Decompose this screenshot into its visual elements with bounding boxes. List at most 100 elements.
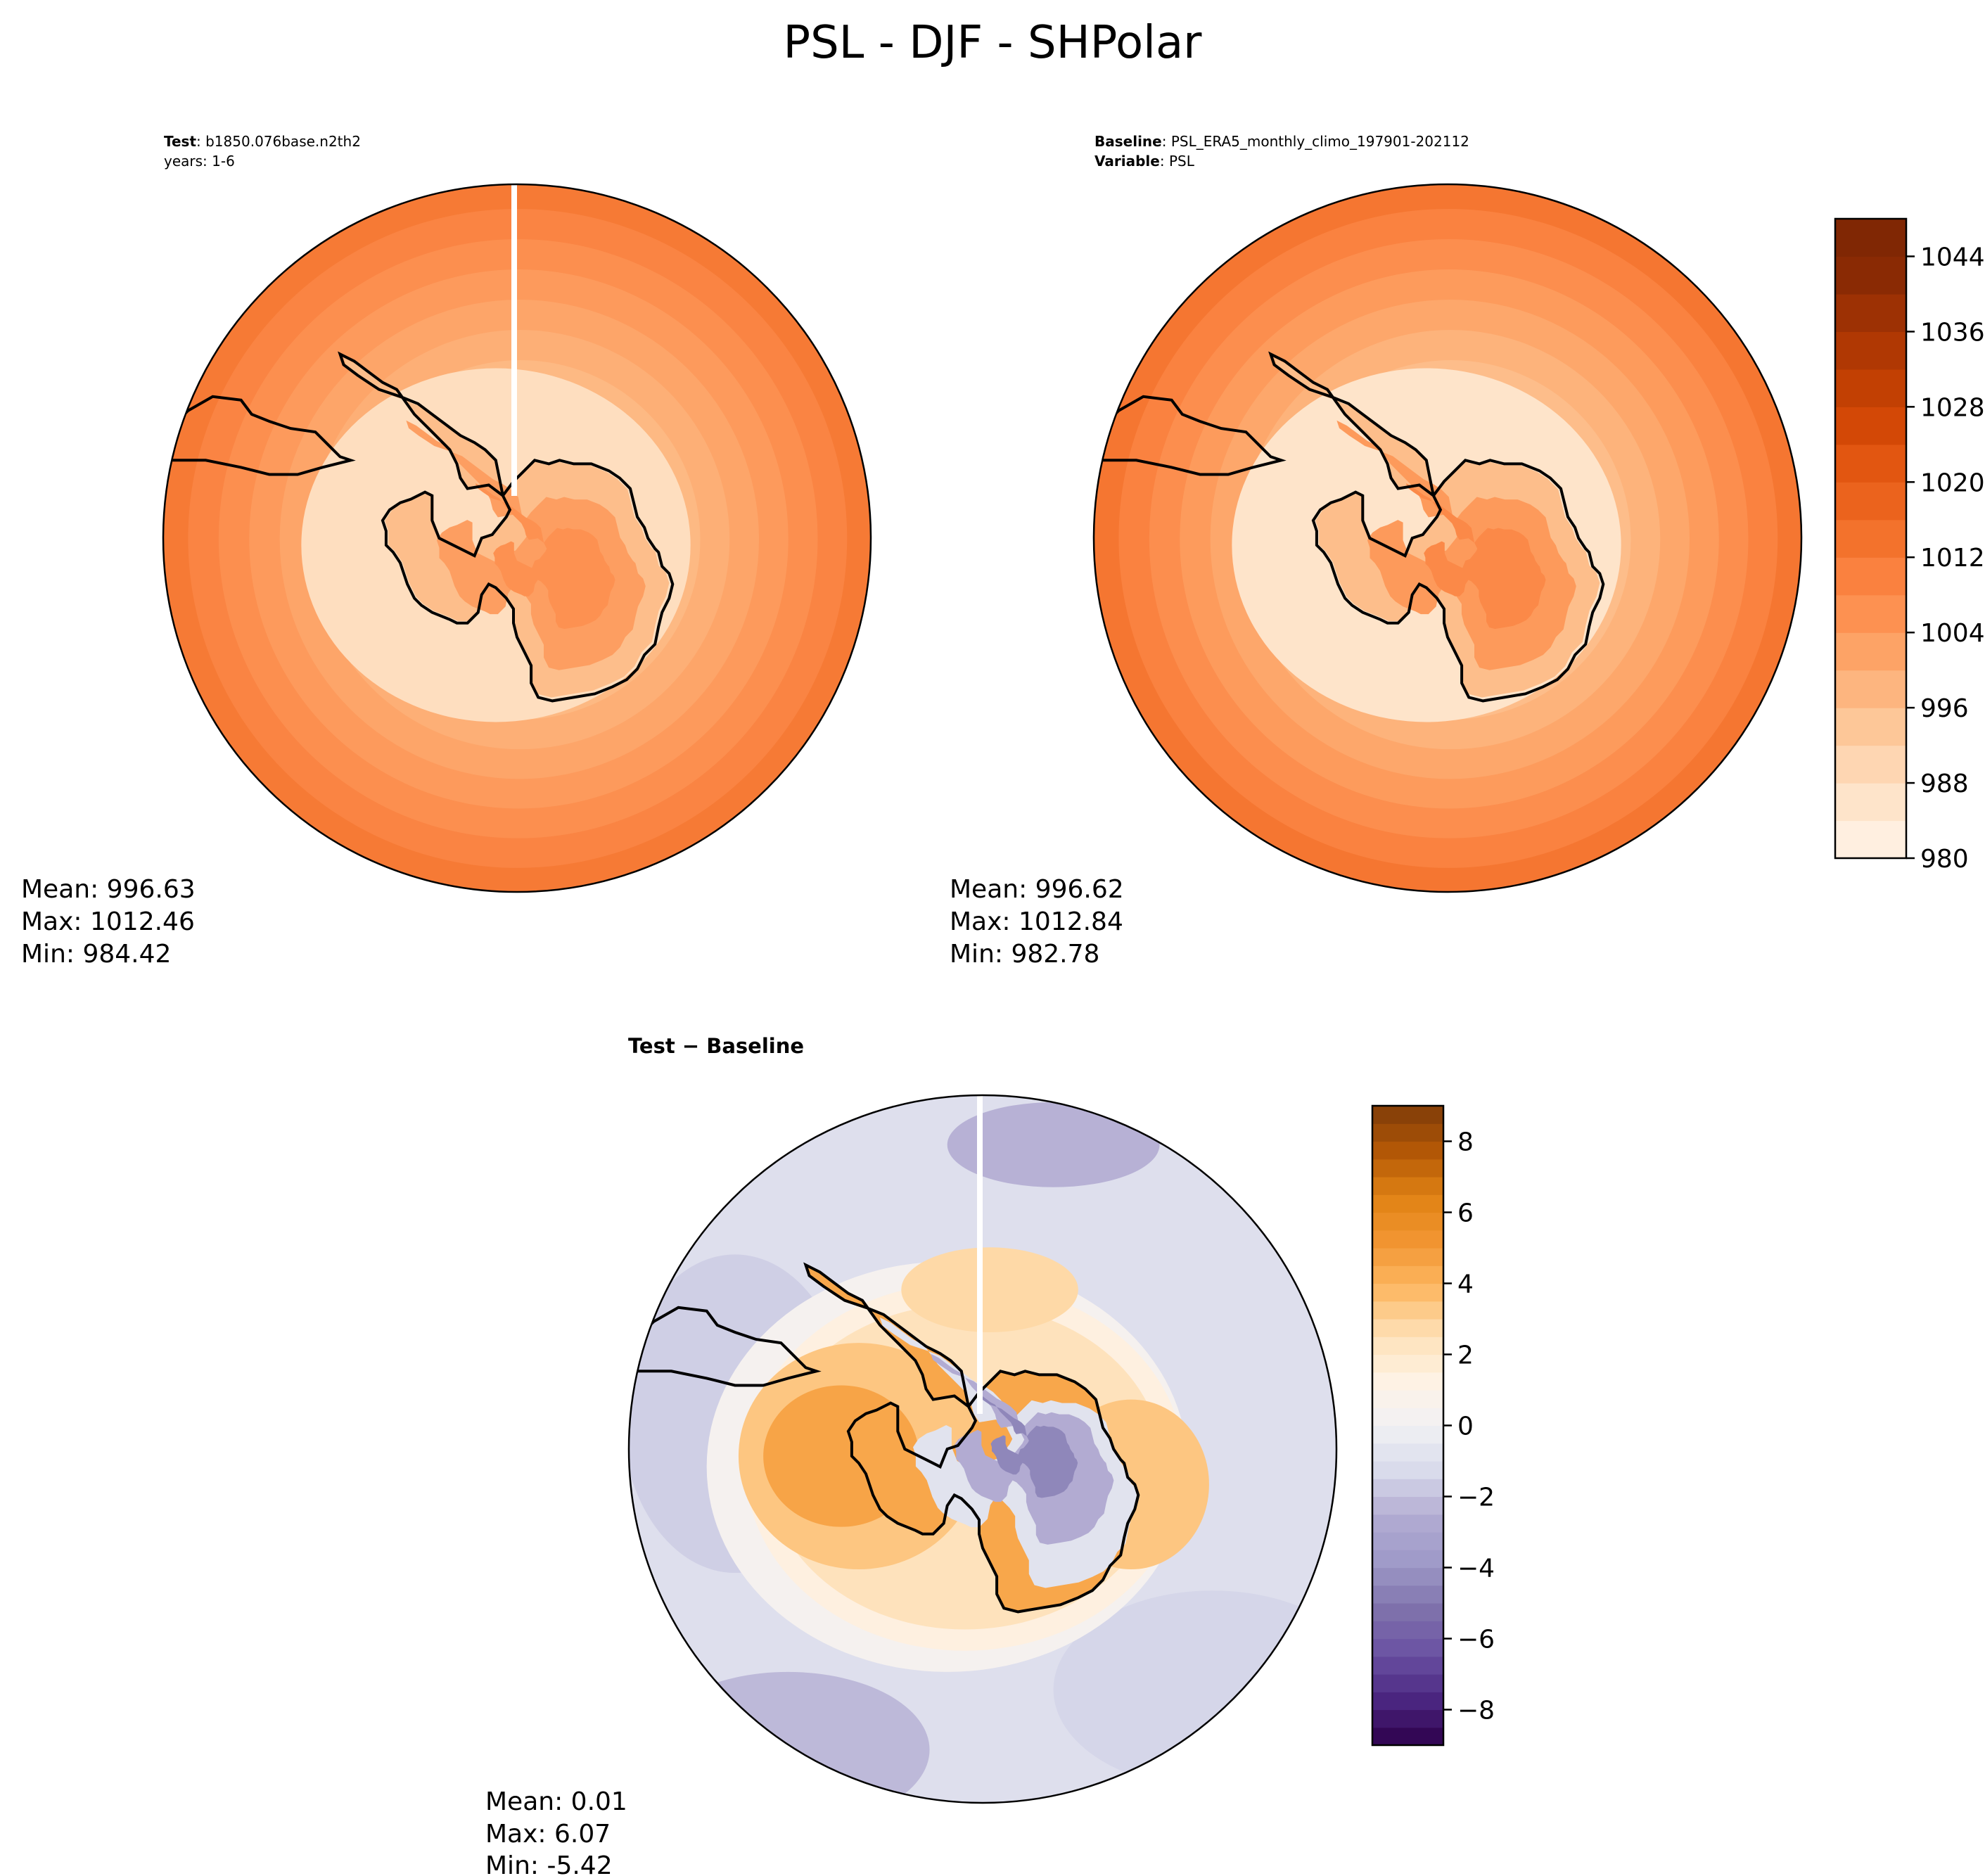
colorbar-segment: [1372, 1159, 1443, 1178]
baseline-south-america-coast: [1094, 395, 1287, 476]
colorbar-tick-label: 4: [1457, 1270, 1474, 1299]
colorbar-tick-label: 2: [1457, 1341, 1474, 1370]
difference-colorbar: −8 −6 −4 −2 0 2 4 6 8: [1371, 1104, 1495, 1747]
difference-colorbar-segments: [1372, 1106, 1443, 1746]
anomaly-blob: [947, 1102, 1160, 1187]
colorbar-segment: [1835, 369, 1906, 407]
colorbar-segment: [1372, 1567, 1443, 1586]
anomaly-blob: [646, 1671, 930, 1803]
difference-map-boundary: [627, 1094, 1338, 1804]
colorbar-segment: [1372, 1443, 1443, 1462]
test-header-line1: Test: b1850.076base.n2th2: [164, 133, 361, 150]
colorbar-segment: [1372, 1248, 1443, 1266]
test-south-america-coast: [163, 395, 356, 476]
colorbar-tick-label: 1036: [1920, 318, 1985, 347]
colorbar-tick-label: −4: [1457, 1555, 1495, 1583]
colorbar-tick-label: 1044: [1920, 243, 1985, 272]
colorbar-segment: [1835, 783, 1906, 822]
colorbar-segment: [1372, 1674, 1443, 1692]
colorbar-segment: [1372, 1496, 1443, 1515]
test-header-line2: years: 1-6: [164, 153, 235, 170]
colorbar-segment: [1372, 1479, 1443, 1498]
colorbar-segment: [1372, 1621, 1443, 1640]
colorbar-tick-label: 6: [1457, 1199, 1474, 1228]
colorbar-segment: [1835, 708, 1906, 746]
test-header-value: : b1850.076base.n2th2: [196, 133, 361, 150]
colorbar-segment: [1835, 670, 1906, 708]
colorbar-tick-label: 988: [1920, 770, 1969, 798]
colorbar-tick-label: 8: [1457, 1128, 1474, 1157]
difference-seam: [977, 1095, 983, 1414]
difference-map: [629, 1095, 1336, 1803]
difference-colorbar-ticks: −8 −6 −4 −2 0 2 4 6 8: [1443, 1128, 1495, 1725]
difference-stat-mean: Mean: 0.01: [485, 1787, 627, 1816]
colorbar-segment: [1835, 632, 1906, 671]
colorbar-segment: [1372, 1283, 1443, 1302]
baseline-coastline: [1268, 351, 1605, 703]
baseline-stat-min: Min: 982.78: [950, 940, 1099, 969]
baseline-stat-mean: Mean: 996.62: [950, 875, 1124, 904]
colorbar-segment: [1372, 1692, 1443, 1711]
figure-title: PSL - DJF - SHPolar: [784, 17, 1203, 69]
baseline-colorbar-segments: [1835, 219, 1906, 859]
baseline-variable-value: : PSL: [1160, 153, 1195, 170]
colorbar-segment: [1835, 407, 1906, 445]
colorbar-tick-label: −2: [1457, 1483, 1495, 1512]
colorbar-segment: [1372, 1319, 1443, 1337]
difference-stat-max: Max: 6.07: [485, 1820, 611, 1849]
colorbar-tick-label: 980: [1920, 845, 1969, 874]
colorbar-tick-label: 1004: [1920, 619, 1985, 648]
test-continent-fill: [343, 357, 670, 698]
colorbar-segment: [1372, 1408, 1443, 1427]
test-header-label: Test: [164, 133, 196, 150]
test-coastline: [338, 351, 675, 703]
colorbar-segment: [1835, 482, 1906, 521]
colorbar-segment: [1372, 1372, 1443, 1391]
difference-continent-fill: [805, 1265, 1140, 1612]
colorbar-segment: [1372, 1177, 1443, 1195]
colorbar-segment: [1372, 1532, 1443, 1550]
colorbar-tick-label: 1020: [1920, 468, 1985, 497]
colorbar-segment: [1372, 1585, 1443, 1604]
colorbar-segment: [1835, 219, 1906, 257]
panel-test: Test: b1850.076base.n2th2 years: 1-6 Mea…: [21, 133, 872, 969]
anomaly-blob: [901, 1247, 1078, 1333]
colorbar-tick-label: 1028: [1920, 393, 1985, 422]
colorbar-tick-label: −6: [1457, 1626, 1495, 1654]
colorbar-segment: [1835, 293, 1906, 333]
colorbar-segment: [1372, 1230, 1443, 1249]
colorbar-segment: [1372, 1212, 1443, 1231]
colorbar-segment: [1835, 519, 1906, 558]
colorbar-segment: [1372, 1638, 1443, 1657]
baseline-continent-fill: [1274, 357, 1600, 698]
test-stat-min: Min: 984.42: [21, 940, 171, 969]
difference-south-america-coast: [629, 1306, 822, 1387]
colorbar-segment: [1835, 444, 1906, 483]
panel-baseline: Baseline: PSL_ERA5_monthly_climo_197901-…: [950, 133, 1985, 969]
baseline-header-line1: Baseline: PSL_ERA5_monthly_climo_197901-…: [1094, 133, 1469, 150]
baseline-header-label: Baseline: [1094, 133, 1162, 150]
difference-east-antarctica-minimum: [978, 1393, 1078, 1498]
test-seam: [511, 184, 517, 496]
colorbar-segment: [1372, 1194, 1443, 1213]
colorbar-segment: [1372, 1603, 1443, 1621]
baseline-stat-max: Max: 1012.84: [950, 907, 1123, 936]
colorbar-segment: [1835, 557, 1906, 596]
colorbar-segment: [1835, 820, 1906, 859]
colorbar-segment: [1372, 1461, 1443, 1479]
baseline-continent-core-band: [1405, 483, 1546, 630]
colorbar-segment: [1372, 1106, 1443, 1124]
test-stat-max: Max: 1012.46: [21, 907, 195, 936]
colorbar-segment: [1372, 1514, 1443, 1533]
test-stat-mean: Mean: 996.63: [21, 875, 196, 904]
colorbar-segment: [1372, 1550, 1443, 1569]
baseline-header-line2: Variable: PSL: [1094, 153, 1195, 170]
test-continent-core-band: [475, 483, 615, 630]
colorbar-segment: [1835, 331, 1906, 370]
colorbar-tick-label: 1012: [1920, 544, 1985, 573]
colorbar-segment: [1372, 1265, 1443, 1284]
colorbar-segment: [1372, 1727, 1443, 1746]
baseline-variable-label: Variable: [1094, 153, 1160, 170]
baseline-map-boundary: [1092, 183, 1803, 893]
